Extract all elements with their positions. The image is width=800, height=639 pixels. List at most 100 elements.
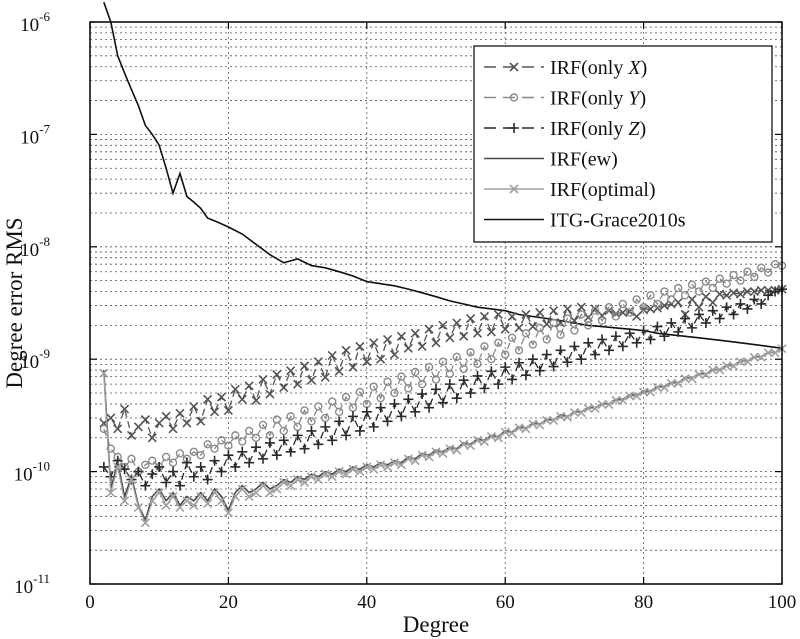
data-point	[569, 341, 580, 352]
data-point	[756, 298, 767, 309]
data-point	[459, 331, 469, 341]
data-point	[722, 361, 732, 371]
series-0	[99, 284, 787, 443]
data-point	[659, 331, 670, 342]
data-point	[445, 444, 455, 454]
y-tick-exponent: -9	[39, 346, 50, 361]
data-point	[667, 295, 676, 304]
data-point	[182, 496, 192, 506]
data-point	[375, 402, 386, 413]
legend-label-variable: X	[627, 57, 641, 79]
data-point	[216, 496, 227, 506]
data-point	[749, 286, 759, 297]
data-point	[437, 397, 448, 408]
data-point	[327, 472, 337, 482]
data-point	[410, 406, 421, 417]
data-point	[140, 480, 151, 491]
data-point	[292, 430, 303, 441]
data-point	[509, 93, 519, 102]
data-point	[750, 272, 759, 282]
data-point	[424, 452, 434, 462]
plot-frame	[89, 21, 783, 585]
data-point	[397, 372, 406, 381]
data-point	[646, 291, 655, 300]
data-point	[98, 461, 109, 472]
data-point	[486, 366, 497, 377]
data-point	[590, 304, 600, 314]
data-point	[161, 452, 171, 462]
data-point	[410, 328, 420, 338]
data-point	[147, 433, 157, 443]
data-point	[320, 469, 330, 479]
data-point	[341, 392, 351, 402]
y-tick-exponent: -8	[39, 234, 50, 249]
data-point	[141, 460, 150, 469]
data-point	[701, 369, 711, 380]
data-point	[161, 411, 171, 421]
data-point	[113, 424, 123, 434]
legend-label-text: IRF(only	[550, 118, 628, 140]
data-point	[569, 408, 579, 418]
data-point	[313, 474, 323, 485]
data-point	[479, 383, 490, 394]
data-point	[175, 502, 185, 512]
data-point	[625, 391, 635, 401]
data-point	[631, 337, 642, 348]
data-point	[493, 433, 503, 443]
data-point	[189, 401, 199, 411]
data-point	[535, 307, 545, 318]
data-point	[154, 418, 164, 428]
data-point	[742, 357, 752, 367]
data-point	[300, 406, 309, 415]
data-point	[410, 456, 420, 466]
x-tick-label: 0	[85, 592, 95, 613]
legend-label-suffix: )	[639, 118, 646, 140]
data-point	[479, 311, 490, 322]
data-point	[251, 433, 261, 442]
data-point	[231, 431, 240, 440]
data-point	[431, 375, 441, 384]
data-point	[148, 456, 157, 465]
data-point	[735, 357, 746, 367]
data-point	[632, 311, 642, 322]
x-tick-label: 100	[768, 592, 797, 613]
legend-label-variable: Y	[628, 88, 641, 110]
data-point	[438, 320, 448, 330]
data-point	[396, 331, 406, 341]
data-point	[355, 341, 365, 351]
x-tick-label: 40	[357, 592, 376, 613]
data-point	[763, 348, 773, 358]
data-point	[438, 448, 448, 459]
legend-entry: ITG-Grace2010s	[484, 210, 686, 232]
data-point	[314, 402, 323, 411]
data-point	[509, 123, 519, 133]
data-point	[618, 299, 628, 309]
data-point	[188, 471, 199, 482]
series-4	[99, 344, 787, 528]
data-point	[334, 366, 344, 376]
data-point	[756, 352, 766, 362]
data-point	[376, 460, 386, 470]
data-point	[743, 267, 752, 276]
data-point	[272, 484, 282, 494]
y-tick-exponent: -7	[39, 121, 50, 136]
data-point	[611, 312, 621, 321]
data-point	[576, 408, 586, 418]
data-point	[736, 276, 745, 285]
data-point	[223, 405, 233, 416]
data-point	[707, 305, 718, 316]
legend-box	[473, 45, 773, 243]
data-point	[458, 375, 469, 386]
data-point	[715, 274, 724, 283]
data-point	[673, 326, 684, 337]
data-point	[223, 450, 234, 461]
data-point	[258, 453, 268, 464]
data-point	[286, 366, 296, 376]
data-point	[756, 285, 766, 295]
data-point	[306, 425, 317, 436]
legend-label: IRF(only Z)	[550, 118, 646, 140]
legend-label-variable: Z	[628, 118, 640, 140]
data-point	[382, 462, 393, 472]
data-point	[355, 467, 365, 477]
data-point	[140, 518, 150, 528]
